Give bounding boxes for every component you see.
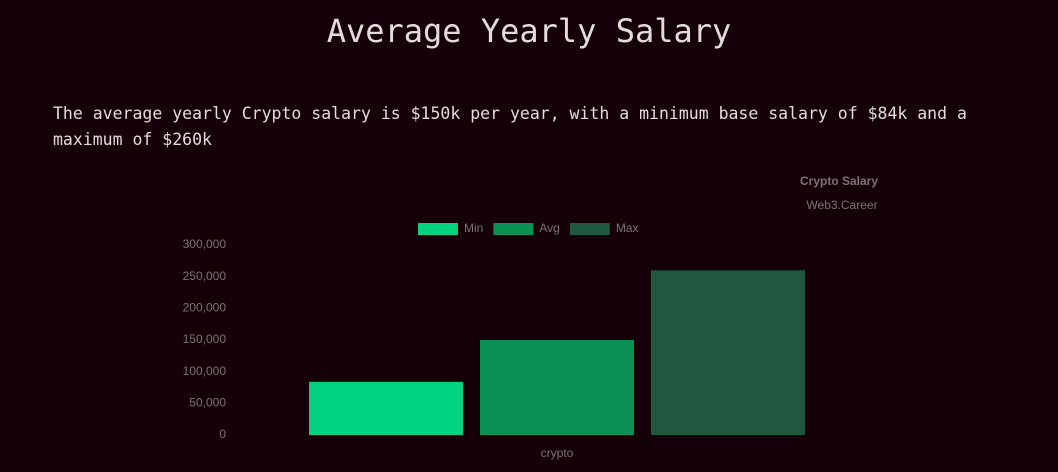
page-title: Average Yearly Salary xyxy=(326,12,732,50)
y-tick-label: 250,000 xyxy=(183,269,227,283)
legend-label: Max xyxy=(616,221,639,235)
legend-label: Avg xyxy=(539,221,559,235)
y-tick-label: 50,000 xyxy=(189,396,226,410)
y-tick-label: 0 xyxy=(219,427,226,441)
bar xyxy=(480,340,634,435)
description: The average yearly Crypto salary is $150… xyxy=(53,104,967,149)
chart-subtitle: Web3.Career xyxy=(806,198,877,212)
legend-swatch xyxy=(569,223,610,235)
y-tick-label: 200,000 xyxy=(183,301,227,315)
y-tick-label: 300,000 xyxy=(183,237,227,251)
legend-swatch xyxy=(418,223,458,235)
y-tick-label: 100,000 xyxy=(183,364,227,378)
legend-swatch xyxy=(493,223,534,235)
bar xyxy=(309,381,463,435)
chart-title: Crypto Salary xyxy=(800,174,878,188)
y-tick-label: 150,000 xyxy=(183,332,227,346)
legend-label: Min xyxy=(464,221,483,235)
x-tick-label: crypto xyxy=(541,446,574,460)
bar xyxy=(651,270,805,435)
